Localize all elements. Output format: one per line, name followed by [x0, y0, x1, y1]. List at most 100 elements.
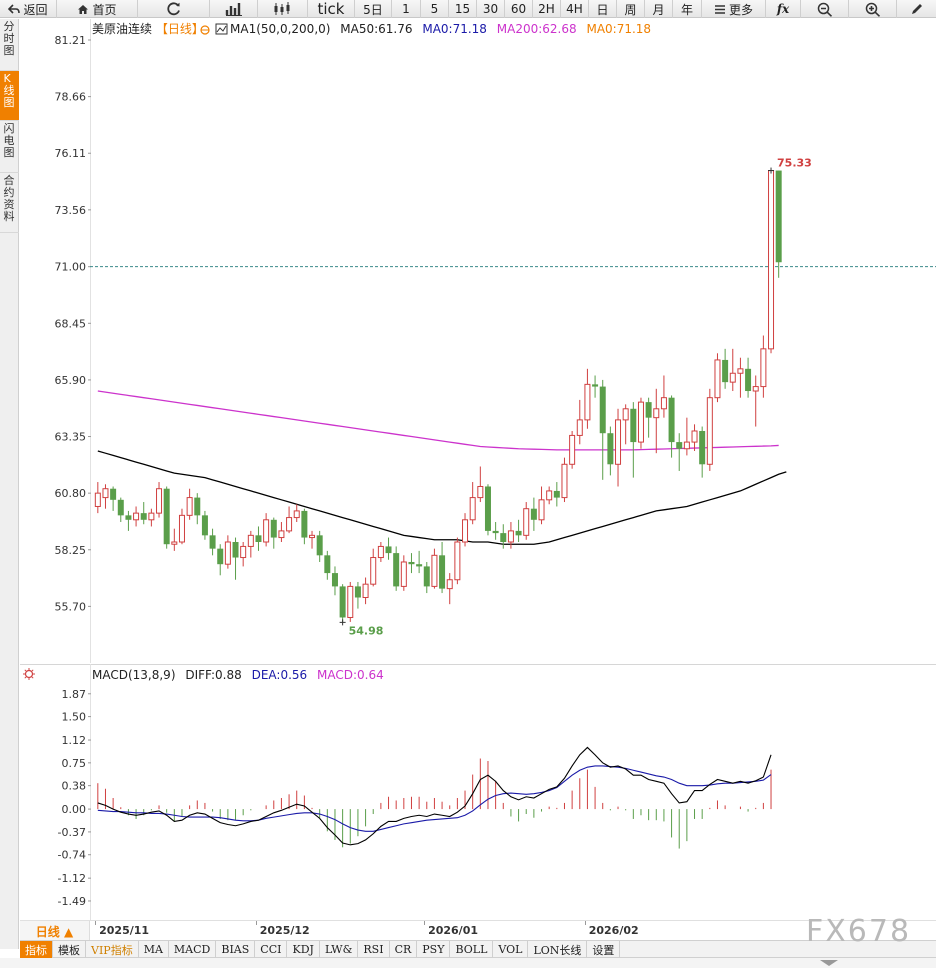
candle-body: [515, 530, 522, 536]
candle: [186, 488, 193, 520]
dea-value: DEA:0.56: [252, 668, 308, 682]
candle: [408, 553, 415, 574]
candle-body: [760, 348, 767, 388]
candle: [569, 430, 576, 469]
chart-type-button[interactable]: [210, 0, 258, 18]
home-icon: [78, 4, 89, 14]
back-arrow-icon: [8, 3, 21, 14]
interval-1-button[interactable]: 1: [392, 0, 421, 18]
indicator-tab-15[interactable]: 设置: [587, 941, 621, 958]
indicator-tab-9[interactable]: RSI: [358, 941, 390, 958]
macd-chart[interactable]: 1.87 1.50 1.12 0.75 0.38 0.00 -0.37 -0.74 -1.12 -…: [20, 664, 936, 920]
candle: [278, 522, 285, 542]
sidebar-tab-label: 合约资料: [3, 174, 15, 223]
interval-week-button[interactable]: 周: [617, 0, 645, 18]
high-price-label: 75.33: [777, 157, 812, 170]
candle: [110, 486, 117, 511]
scroll-strip: [0, 958, 936, 968]
ma50-line: [97, 450, 787, 545]
indicator-tab-1[interactable]: 模板: [53, 941, 86, 958]
candle-body: [423, 566, 430, 587]
formula-icon: fx: [776, 2, 790, 16]
candle: [469, 482, 476, 525]
interval-year-button[interactable]: 年: [673, 0, 702, 18]
more-button[interactable]: 更多: [702, 0, 766, 18]
indicator-tab-6[interactable]: CCI: [255, 941, 288, 958]
zoom-out-button[interactable]: [801, 0, 849, 18]
candle: [309, 530, 316, 549]
diff-line: [97, 746, 772, 846]
interval-day-button[interactable]: 日: [589, 0, 617, 18]
five-day-button[interactable]: 5日: [355, 0, 392, 18]
time-axis: 日线 ▲ 2025/11 2025/12 2026/01 2026/02: [20, 920, 936, 941]
period-label: 【日线】: [156, 22, 204, 36]
candle-body: [569, 434, 576, 465]
settings-gear-icon[interactable]: [200, 25, 210, 35]
back-button[interactable]: 返回: [0, 0, 57, 18]
candle: [178, 508, 185, 545]
formula-button[interactable]: fx: [766, 0, 801, 18]
candlestick-button[interactable]: [258, 0, 308, 18]
macd-settings-icon[interactable]: [23, 668, 35, 680]
candle-body: [584, 383, 591, 421]
indicator-tab-12[interactable]: BOLL: [450, 941, 494, 958]
sidebar-tab-lightning[interactable]: 闪电图: [0, 121, 19, 173]
candle: [217, 544, 224, 576]
interval-month-button[interactable]: 月: [645, 0, 673, 18]
indicator-tab-13[interactable]: VOL: [493, 941, 529, 958]
price-tick-label: 76.11: [55, 147, 87, 160]
home-button[interactable]: 首页: [57, 0, 138, 18]
candle-body: [224, 541, 231, 565]
watermark-logo: FX678: [806, 914, 912, 949]
candle: [630, 402, 637, 478]
interval-30-button[interactable]: 30: [477, 0, 505, 18]
zoom-in-button[interactable]: [849, 0, 897, 18]
indicator-tab-10[interactable]: CR: [390, 941, 418, 958]
candle-body: [240, 545, 247, 559]
candle-body: [752, 386, 759, 392]
sidebar-tab-kline[interactable]: K线图: [0, 71, 19, 121]
indicator-tab-11[interactable]: PSY: [417, 941, 451, 958]
candle-body: [400, 561, 407, 587]
period-button[interactable]: 日线 ▲: [20, 921, 90, 941]
interval-15-button[interactable]: 15: [449, 0, 477, 18]
indicator-tab-0[interactable]: 指标: [20, 941, 53, 958]
tick-button[interactable]: tick: [308, 0, 355, 18]
candle: [117, 497, 124, 523]
interval-2h-button[interactable]: 2H: [533, 0, 561, 18]
interval-60-button[interactable]: 60: [505, 0, 533, 18]
refresh-icon: [166, 2, 180, 16]
interval-5-button[interactable]: 5: [421, 0, 449, 18]
instrument-name: 美原油连续: [92, 21, 152, 36]
scroll-down-icon[interactable]: [820, 960, 838, 966]
refresh-button[interactable]: [138, 0, 210, 18]
candle-body: [561, 463, 568, 499]
candle: [94, 482, 101, 514]
sidebar-tab-contract-info[interactable]: 合约资料: [0, 173, 19, 233]
candlestick-chart[interactable]: 81.21 78.66 76.11 73.56 71.00 68.45 65.90 63.35…: [20, 19, 936, 663]
candle: [691, 424, 698, 451]
candle-body: [316, 535, 323, 556]
indicator-tab-5[interactable]: BIAS: [216, 941, 256, 958]
indicator-tab-3[interactable]: MA: [139, 941, 169, 958]
indicator-tab-7[interactable]: KDJ: [287, 941, 320, 958]
bar-chart-icon: [225, 3, 242, 16]
sidebar-tab-time-sharing[interactable]: 分时图: [0, 19, 19, 71]
indicator-tab-8[interactable]: LW&: [320, 941, 359, 958]
candle: [339, 584, 346, 623]
candle: [484, 484, 491, 536]
zoom-out-icon: [817, 2, 832, 17]
candle-body: [270, 519, 277, 538]
indicator-tab-2[interactable]: VIP指标: [86, 941, 139, 958]
interval-4h-button[interactable]: 4H: [561, 0, 589, 18]
date-label: 2025/11: [99, 924, 150, 937]
indicator-image-icon[interactable]: [215, 23, 228, 35]
candle-body: [745, 368, 752, 392]
candle-body: [362, 583, 369, 599]
candle-body: [775, 170, 782, 263]
indicator-tab-4[interactable]: MACD: [169, 941, 217, 958]
candle: [416, 550, 423, 574]
indicator-tab-14[interactable]: LON长线: [528, 941, 588, 958]
ma-legend: MA1(50,0,200,0) MA50:61.76 MA0:71.18 MA2…: [230, 22, 651, 36]
draw-button[interactable]: [897, 0, 936, 18]
